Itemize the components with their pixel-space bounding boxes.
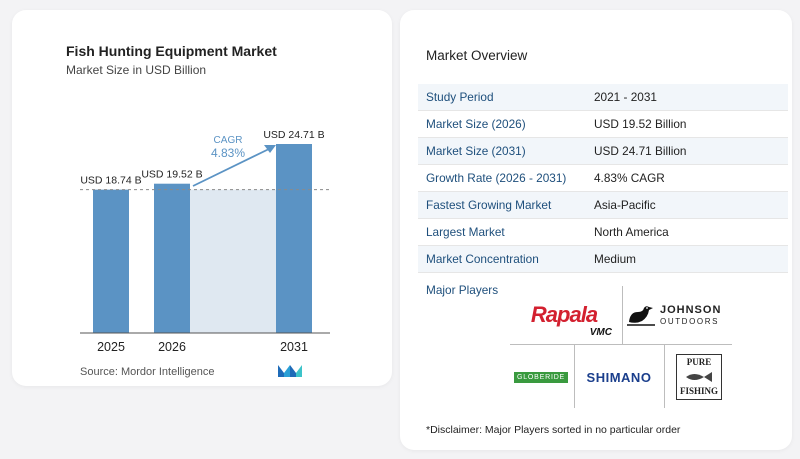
rapala-vmc-logo: Rapala VMC (510, 290, 618, 340)
overview-row-label: Market Concentration (426, 252, 539, 266)
overview-row-label: Market Size (2026) (426, 117, 526, 131)
grid-divider (664, 344, 665, 408)
source-note: Source: Mordor Intelligence (80, 366, 215, 378)
pure-wordmark: PURE (686, 357, 712, 367)
johnson-outdoors-logo: JOHNSON OUTDOORS (624, 290, 732, 340)
cagr-value: 4.83% (211, 146, 245, 160)
grid-divider (510, 344, 732, 345)
pure-fishing-badge: PURE FISHING (676, 354, 722, 400)
value-label-2031: USD 24.71 B (263, 129, 324, 141)
value-label-2026: USD 19.52 B (141, 169, 202, 181)
bar-2025 (93, 189, 129, 333)
overview-row-value: USD 24.71 Billion (594, 144, 687, 158)
overview-row-label: Market Size (2031) (426, 144, 526, 158)
overview-row: Market Size (2031) USD 24.71 Billion (418, 138, 788, 165)
major-players-label: Major Players (426, 283, 499, 297)
grid-divider (622, 286, 623, 344)
overview-title: Market Overview (426, 48, 528, 63)
overview-row-label: Growth Rate (2026 - 2031) (426, 171, 567, 185)
market-overview-card (400, 10, 792, 450)
chart-subtitle: Market Size in USD Billion (66, 63, 207, 77)
overview-row-label: Largest Market (426, 225, 505, 239)
overview-row-value: North America (594, 225, 669, 239)
chart-title: Fish Hunting Equipment Market (66, 43, 277, 59)
mordor-intelligence-logo-icon (278, 365, 302, 377)
fishing-wordmark: FISHING (680, 385, 719, 396)
overview-row: Market Size (2026) USD 19.52 Billion (418, 111, 788, 138)
johnson-wordmark: JOHNSON (660, 304, 722, 317)
shimano-wordmark: SHIMANO (586, 369, 652, 385)
overview-row-value: Asia-Pacific (594, 198, 656, 212)
player-logo-grid: Rapala VMC JOHNSON OUTDOORS GLOBERIDE SH… (510, 286, 732, 410)
bar-2026 (154, 183, 190, 333)
cagr-arrow-line (192, 147, 272, 187)
overview-row-label: Fastest Growing Market (426, 198, 552, 212)
overview-row-value: USD 19.52 Billion (594, 117, 687, 131)
loon-icon (627, 306, 655, 326)
projection-shade (190, 189, 276, 333)
grid-divider (574, 344, 575, 408)
vmc-wordmark: VMC (589, 327, 612, 338)
overview-row: Largest Market North America (418, 219, 788, 246)
overview-row-value: 4.83% CAGR (594, 171, 665, 185)
bar-chart: USD 18.74 B USD 19.52 B USD 24.71 B 2025 202… (80, 129, 330, 354)
value-label-2025: USD 18.74 B (80, 175, 141, 187)
x-tick-2025: 2025 (97, 340, 125, 354)
globeride-wordmark: GLOBERIDE (513, 371, 569, 383)
cagr-arrow-head-icon (264, 145, 276, 153)
shimano-logo: SHIMANO (576, 348, 662, 406)
overview-table: Study Period 2021 - 2031 Market Size (2026… (418, 84, 788, 273)
overview-row: Study Period 2021 - 2031 (418, 84, 788, 111)
cagr-label: CAGR (214, 135, 243, 146)
fish-icon (686, 372, 712, 382)
overview-row: Market Concentration Medium (418, 246, 788, 273)
overview-row: Growth Rate (2026 - 2031) 4.83% CAGR (418, 165, 788, 192)
bar-2031 (276, 144, 312, 333)
x-tick-2026: 2026 (158, 340, 186, 354)
overview-row-label: Study Period (426, 90, 494, 104)
overview-row-value: 2021 - 2031 (594, 90, 657, 104)
rapala-wordmark: Rapala (530, 302, 598, 327)
disclaimer-note: *Disclaimer: Major Players sorted in no … (426, 424, 681, 436)
overview-row: Fastest Growing Market Asia-Pacific (418, 192, 788, 219)
globeride-logo: GLOBERIDE (510, 348, 572, 406)
outdoors-wordmark: OUTDOORS (660, 316, 720, 326)
pure-fishing-logo: PURE FISHING (672, 348, 726, 406)
overview-row-value: Medium (594, 252, 636, 266)
x-tick-2031: 2031 (280, 340, 308, 354)
